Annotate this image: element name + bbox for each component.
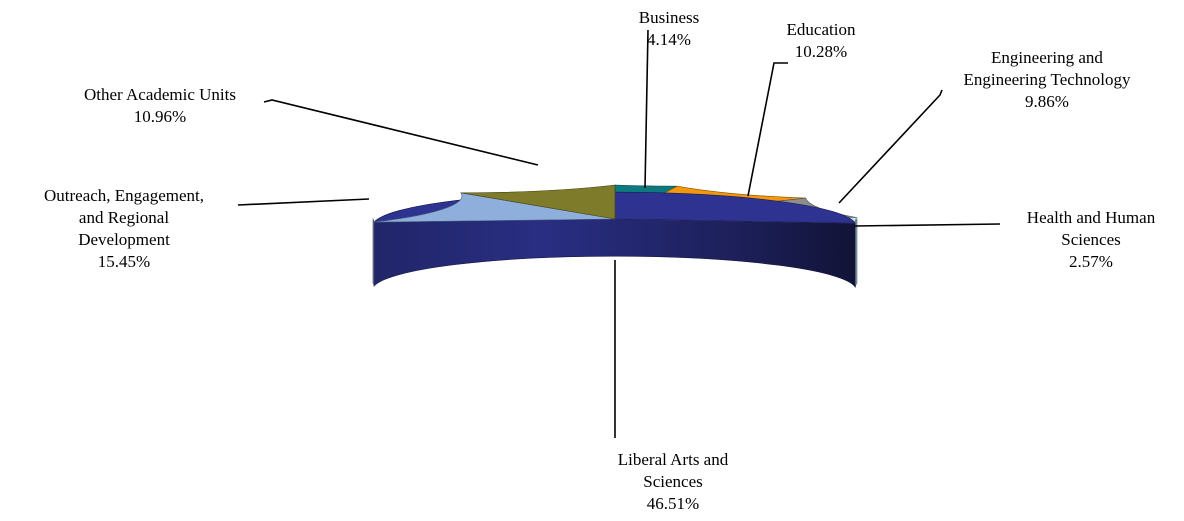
slice-label-line: Engineering and [991, 48, 1103, 67]
slice-label-line: and Regional [79, 208, 169, 227]
slice-label-line: Liberal Arts and [618, 450, 729, 469]
slice-label-line: Education [787, 20, 856, 39]
slice-label-line: Development [78, 230, 170, 249]
leader-lines [237, 29, 1001, 438]
slice-label-other-academic-units: Other Academic Units 10.96% [84, 85, 236, 126]
slice-label-line: Other Academic Units [84, 85, 236, 104]
leader-line-engineering-and-engineering-technology [838, 89, 943, 204]
slice-label-line: 2.57% [1069, 252, 1113, 271]
slice-label-education: Education 10.28% [787, 20, 856, 61]
slice-label-line: Sciences [643, 472, 702, 491]
slice-label-line: Health and Human [1027, 208, 1156, 227]
leader-line-outreach-engagement-and-regional-development [237, 198, 370, 206]
slice-labels: Business 4.14% Education 10.28% Engineering … [44, 8, 1156, 513]
slice-label-line: Outreach, Engagement, [44, 186, 204, 205]
slice-label-line: Engineering Technology [963, 70, 1131, 89]
pie-side-outreach-engagement-and-regional-development [372, 218, 375, 287]
leader-line-health-and-human-sciences [853, 223, 1001, 227]
leader-line-business [644, 29, 649, 189]
slice-label-engineering-and-engineering-technology: Engineering and Engineering Technology 9.8… [963, 48, 1131, 111]
slice-label-line: Sciences [1061, 230, 1120, 249]
slice-label-line: 10.28% [795, 42, 847, 61]
slice-label-line: Business [639, 8, 699, 27]
slice-label-business: Business 4.14% [639, 8, 699, 49]
slice-label-liberal-arts-and-sciences: Liberal Arts and Sciences 46.51% [618, 450, 729, 513]
leader-line-other-academic-units [263, 99, 539, 166]
slice-label-line: 15.45% [98, 252, 150, 271]
slice-label-line: 10.96% [134, 107, 186, 126]
pie-layer [372, 184, 858, 289]
slice-label-outreach-engagement-and-regional-development: Outreach, Engagement, and Regional Develop… [44, 186, 204, 271]
pie-slice-outreach-engagement-and-regional-development [373, 192, 616, 223]
slice-label-line: 46.51% [647, 494, 699, 513]
slice-label-health-and-human-sciences: Health and Human Sciences 2.57% [1027, 208, 1156, 271]
pie-slice-other-academic-units [460, 184, 616, 220]
slice-label-line: 9.86% [1025, 92, 1069, 111]
leader-line-education [747, 62, 788, 197]
slice-label-line: 4.14% [647, 30, 691, 49]
